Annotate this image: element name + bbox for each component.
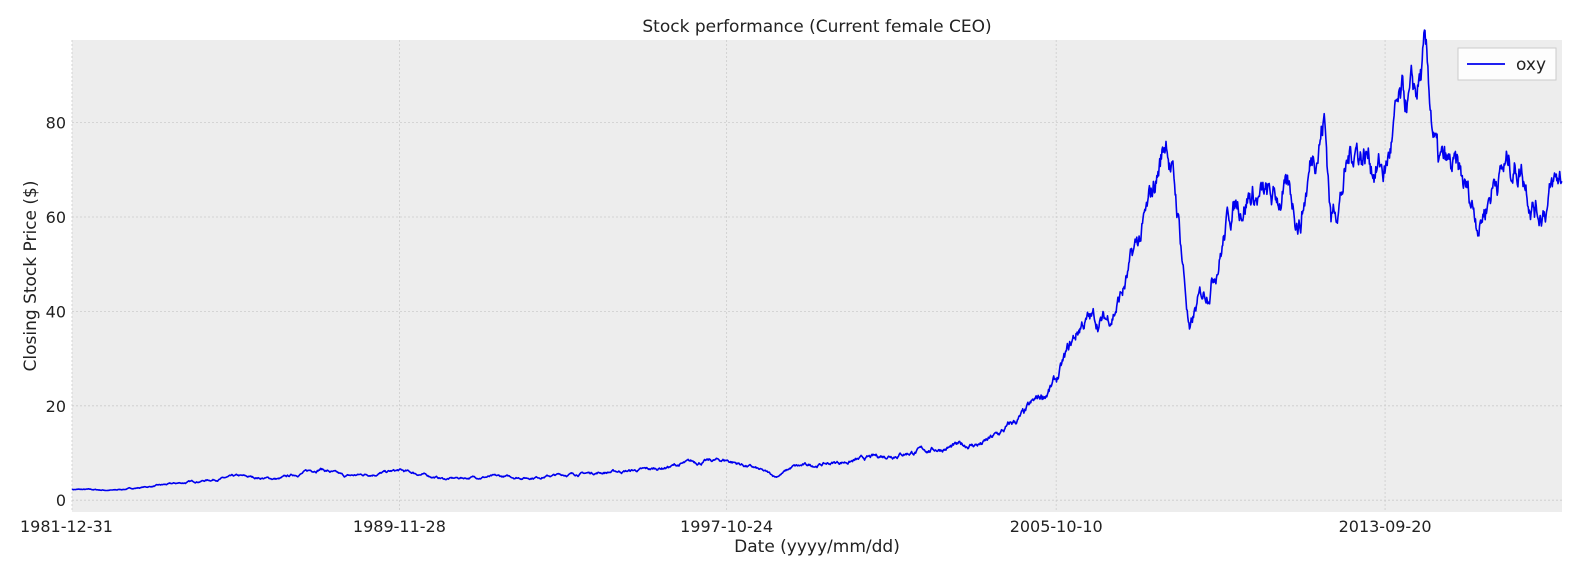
x-tick-label: 1981-12-31	[20, 517, 113, 536]
series-line-oxy	[71, 29, 1563, 492]
y-axis-ticks: 0 20 40 60 80	[46, 114, 66, 511]
y-axis-label: Closing Stock Price ($)	[21, 181, 41, 372]
chart-title: Stock performance (Current female CEO)	[642, 17, 991, 37]
y-tick-label: 0	[56, 491, 66, 510]
x-tick-label: 1989-11-28	[353, 517, 446, 536]
plot-background	[72, 40, 1562, 512]
x-tick-label: 1997-10-24	[680, 517, 773, 536]
x-axis-ticks: 1981-12-31 1989-11-28 1997-10-24 2005-10-10…	[20, 517, 1432, 536]
y-tick-label: 40	[46, 302, 66, 321]
y-tick-label: 80	[46, 114, 66, 133]
x-tick-label: 2005-10-10	[1010, 517, 1103, 536]
x-axis-label: Date (yyyy/mm/dd)	[734, 537, 900, 557]
legend-label-oxy: oxy	[1516, 55, 1546, 75]
x-tick-label: 2013-09-20	[1339, 517, 1432, 536]
y-tick-label: 20	[46, 397, 66, 416]
grid-lines	[71, 40, 1562, 512]
y-tick-label: 60	[46, 208, 66, 227]
legend: oxy	[1457, 47, 1557, 81]
